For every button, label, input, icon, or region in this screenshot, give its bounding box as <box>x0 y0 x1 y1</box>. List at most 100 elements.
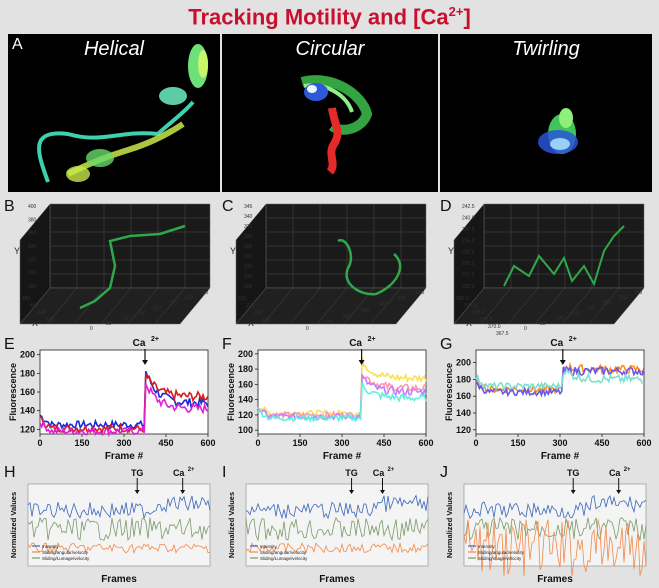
plot-area <box>39 349 209 435</box>
ca-annotation-sup: 2+ <box>188 467 195 473</box>
y-axis-label: Fluorescence <box>444 363 454 421</box>
frames-tick-label: 50 <box>106 321 112 327</box>
ca-arrow-head <box>616 490 622 494</box>
plot-area <box>257 349 427 435</box>
twirling-track-image <box>538 108 578 154</box>
ca-annotation: Ca <box>133 338 146 349</box>
x-tick-label: 150 <box>510 438 525 448</box>
legend-label: Intensity <box>42 544 60 549</box>
side-wall <box>235 203 267 325</box>
normalized-series-2 <box>27 541 211 555</box>
ca-annotation-sup: 2+ <box>624 467 631 473</box>
x-tick-label: 367.5 <box>496 331 509 336</box>
panel-letter-c: C <box>222 198 234 215</box>
circular-track-image <box>300 75 373 175</box>
y-tick-label: 305 <box>244 284 253 290</box>
y-tick-label: 310 <box>244 274 253 280</box>
ca-annotation-sup: 2+ <box>569 336 577 343</box>
frames-tick-label: 300 <box>618 295 627 301</box>
x-tick-label: 420 <box>46 317 55 323</box>
frames-tick-label: 350 <box>634 290 643 296</box>
ca-arrow-head <box>559 360 566 365</box>
grid-line <box>154 287 186 325</box>
series-line-cell3 <box>475 367 645 392</box>
y-axis-label: Normalized Values <box>9 492 18 558</box>
x-axis-label: X <box>466 318 472 328</box>
grid-line <box>316 287 348 325</box>
y-axis-label: Y <box>230 246 236 256</box>
grid-line <box>561 287 593 325</box>
y-tick-label: 242.5 <box>462 204 475 210</box>
x-tick-label: 460 <box>30 303 39 309</box>
panel-letter-f: F <box>222 336 232 353</box>
y-tick-label: 320 <box>28 257 37 263</box>
grid-line <box>534 287 566 325</box>
y-tick-label: 200 <box>20 350 35 360</box>
y-tick-label: 240.0 <box>462 215 475 221</box>
y-tick-label: 232.5 <box>462 250 475 256</box>
y-axis-label: Normalized Values <box>445 492 454 558</box>
x-tick-label: 300 <box>334 438 349 448</box>
x-tick-label: 230 <box>238 296 247 302</box>
y-tick-label: 120 <box>238 410 253 420</box>
x-axis-label: Frames <box>537 574 573 585</box>
frames-tick-label: 100 <box>555 316 564 322</box>
frames-tick-label: 300 <box>361 308 370 314</box>
series-line-cell2 <box>39 373 209 435</box>
normalized-series-0 <box>463 494 647 520</box>
grid-line <box>127 287 159 325</box>
frames-tick-label: 500 <box>398 296 407 302</box>
legend-label: Intensity <box>260 544 278 549</box>
ca-annotation-sup: 2+ <box>151 336 159 343</box>
y-tick-label: 200 <box>456 358 471 368</box>
tg-annotation: TG <box>567 468 580 478</box>
legend-label: Sliding/image/velocity <box>478 556 522 561</box>
legend-label: Sliding/Lumage/velocity <box>260 556 308 561</box>
y-axis-label: Normalized Values <box>227 492 236 558</box>
side-wall <box>453 203 485 325</box>
x-tick-label: 372.5 <box>480 317 493 323</box>
ca-arrow-head <box>180 490 186 494</box>
panel-letter-g: G <box>440 336 453 353</box>
normalized-series-1 <box>245 516 429 542</box>
x-axis-label: X <box>32 318 38 328</box>
side-wall <box>19 203 51 325</box>
grid-line <box>289 287 321 325</box>
grid-line <box>100 287 132 325</box>
ca-annotation: Ca <box>609 468 621 478</box>
x-axis-label: Frames <box>319 574 355 585</box>
x-axis-label: Frame # <box>105 451 144 462</box>
x-tick-label: 300 <box>552 438 567 448</box>
frames-tick-label: 200 <box>587 305 596 311</box>
y-tick-label: 315 <box>244 264 253 270</box>
frames-tick-label: 150 <box>571 311 580 317</box>
x-tick-label: 300 <box>116 438 131 448</box>
y-axis-label: Y <box>448 246 454 256</box>
x-tick-label: 150 <box>292 438 307 448</box>
x-tick-label: 600 <box>636 438 651 448</box>
ca-annotation: Ca <box>373 468 385 478</box>
x-tick-label: 480 <box>22 296 31 302</box>
frames-tick-label: 250 <box>603 300 612 306</box>
frames-tick-label: 300 <box>184 295 193 301</box>
y-tick-label: 400 <box>28 204 37 210</box>
panel-a-twirling: Twirling <box>440 34 652 192</box>
y-axis-label: Fluorescence <box>8 363 18 421</box>
x-axis-label: Frames <box>101 574 137 585</box>
grid-line <box>73 287 105 325</box>
frames-tick-label: 0 <box>306 326 309 332</box>
trajectory-path <box>337 239 402 296</box>
x-tick-label: 600 <box>200 438 215 448</box>
figure-title: Tracking Motility and [Ca2+] <box>188 4 471 30</box>
panel-letter-i: I <box>222 464 227 481</box>
ca-annotation-sup: 2+ <box>368 336 376 343</box>
normalized-series-2 <box>463 519 647 577</box>
y-tick-label: 180 <box>20 368 35 378</box>
x-tick-label: 450 <box>376 438 391 448</box>
y-tick-label: 100 <box>238 425 253 435</box>
y-tick-label: 180 <box>238 364 253 374</box>
frames-tick-label: 400 <box>379 302 388 308</box>
tg-annotation: TG <box>131 468 144 478</box>
series-line-cell2 <box>475 365 645 398</box>
